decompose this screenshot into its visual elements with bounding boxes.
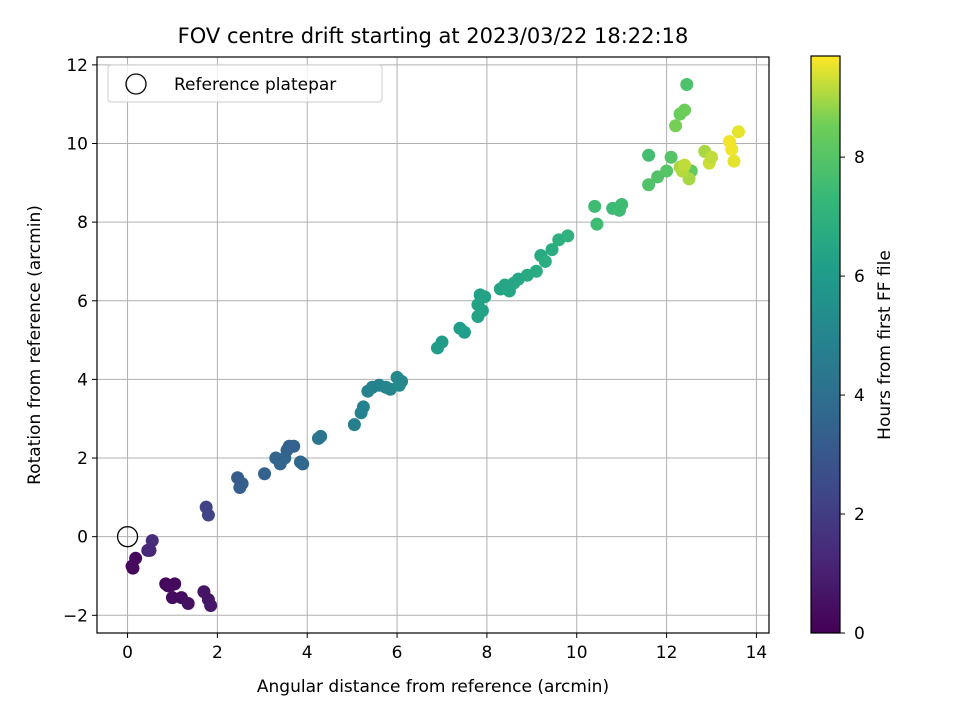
y-tick-label: 6 (77, 292, 88, 312)
data-point (314, 429, 328, 443)
x-tick-label: 8 (481, 643, 492, 663)
colorbar: 0 2 4 6 8 Hours from first FF file (810, 55, 895, 644)
data-point (201, 508, 215, 522)
y-tick-label: 4 (77, 370, 88, 390)
data-point (145, 534, 159, 548)
y-tick-label: −2 (63, 606, 88, 626)
data-point (296, 457, 310, 471)
data-point (287, 439, 301, 453)
data-point (529, 264, 543, 278)
x-tick-label: 6 (392, 643, 403, 663)
data-point (660, 164, 674, 178)
data-point (347, 418, 361, 432)
data-point (161, 579, 175, 593)
data-point (356, 400, 370, 414)
data-point (615, 197, 629, 211)
x-tick-label: 2 (212, 643, 223, 663)
data-point (678, 103, 692, 117)
data-points (116, 78, 745, 612)
x-axis-ticks: 0 2 4 6 8 10 12 14 (122, 633, 767, 663)
data-point (725, 142, 739, 156)
grid (97, 57, 769, 633)
y-tick-label: 10 (66, 134, 88, 154)
data-point (664, 150, 678, 164)
data-point (642, 148, 656, 162)
y-tick-label: 2 (77, 449, 88, 469)
x-axis-label: Angular distance from reference (arcmin) (257, 677, 609, 697)
data-point (538, 254, 552, 268)
data-point (204, 598, 218, 612)
colorbar-tick-label: 4 (854, 386, 865, 406)
legend-label: Reference platepar (174, 75, 336, 95)
data-point (258, 467, 272, 481)
plot-frame (96, 56, 770, 634)
y-axis-label: Rotation from reference (arcmin) (25, 205, 45, 485)
colorbar-gradient (810, 55, 841, 634)
data-point (561, 229, 575, 243)
y-tick-label: 12 (66, 56, 88, 76)
data-point (231, 471, 245, 485)
x-tick-label: 12 (656, 643, 678, 663)
data-point (731, 125, 745, 139)
data-point (125, 559, 139, 573)
colorbar-tick-label: 0 (854, 624, 865, 644)
y-tick-label: 0 (77, 528, 88, 548)
chart-title: FOV centre drift starting at 2023/03/22 … (178, 24, 689, 48)
y-tick-label: 8 (77, 213, 88, 233)
data-point (395, 374, 409, 388)
x-tick-label: 10 (566, 643, 588, 663)
colorbar-tick-label: 6 (854, 267, 865, 287)
legend: Reference platepar (107, 64, 383, 103)
colorbar-tick-label: 8 (854, 148, 865, 168)
reference-marker (116, 526, 139, 548)
data-point (590, 217, 604, 231)
data-point (435, 335, 449, 349)
colorbar-label: Hours from first FF file (875, 250, 895, 440)
data-point (727, 154, 741, 168)
data-point (680, 78, 694, 92)
data-point (457, 325, 471, 339)
data-point (588, 199, 602, 213)
x-tick-label: 4 (302, 643, 313, 663)
data-point (181, 597, 195, 611)
x-tick-label: 0 (122, 643, 133, 663)
legend-marker (125, 73, 147, 95)
data-point (642, 178, 656, 192)
data-point (478, 290, 492, 304)
data-point (143, 543, 157, 557)
legend-box (107, 64, 383, 103)
data-point (678, 158, 692, 172)
data-point (669, 119, 683, 133)
data-point (165, 591, 179, 605)
colorbar-ticks: 0 2 4 6 8 (840, 148, 865, 644)
data-point (545, 243, 559, 257)
x-tick-label: 14 (746, 643, 768, 663)
y-axis-ticks: −2 0 2 4 6 8 10 12 (63, 56, 97, 626)
colorbar-tick-label: 2 (854, 505, 865, 525)
data-point (705, 150, 719, 164)
